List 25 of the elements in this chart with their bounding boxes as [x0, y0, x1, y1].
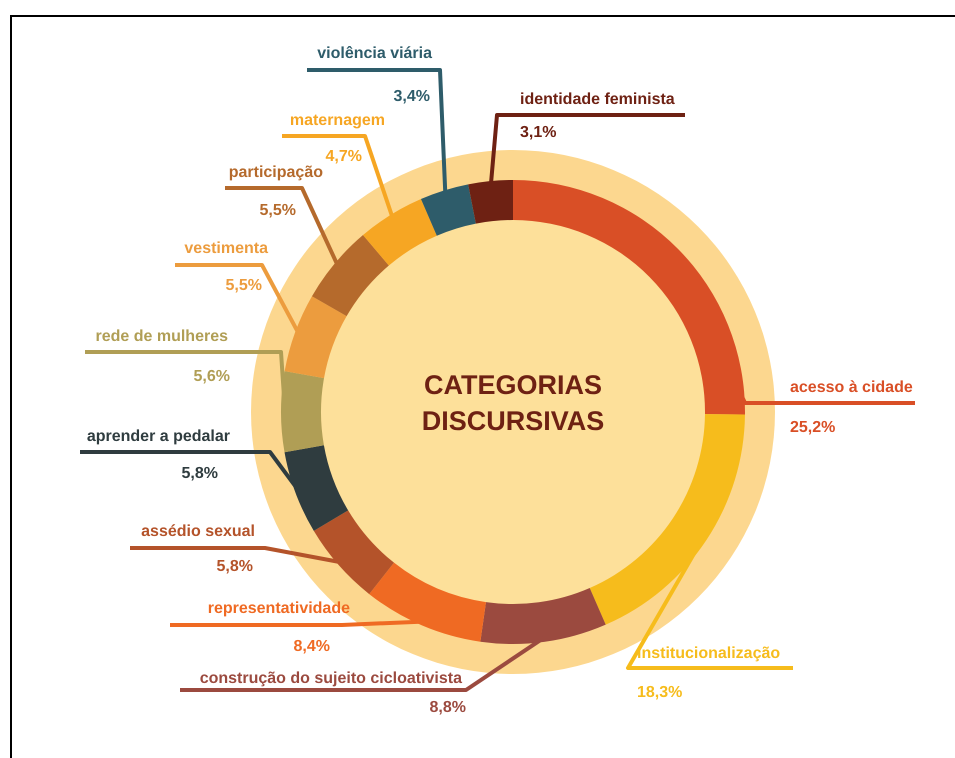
slice-label: violência viária [317, 45, 432, 62]
slice-label: institucionalização [637, 645, 780, 662]
data-label: 25,2% [790, 419, 836, 436]
data-label: 5,5% [260, 202, 296, 219]
data-label: 18,3% [637, 684, 682, 701]
slice-label: assédio sexual [141, 523, 255, 540]
data-label: 3,4% [394, 88, 430, 105]
slice-label: construção do sujeito cicloativista [200, 670, 462, 687]
slice-label: representatividade [208, 600, 350, 617]
slice-label: rede de mulheres [96, 328, 228, 345]
slice-label: vestimenta [184, 240, 268, 257]
slice-label: aprender a pedalar [86, 428, 230, 445]
data-label: 5,8% [216, 558, 253, 575]
data-label: 5,5% [226, 277, 262, 294]
data-label: 3,1% [520, 124, 556, 141]
data-label: 8,4% [294, 638, 330, 655]
slice-label: acesso à cidade [790, 379, 913, 396]
data-label: 5,8% [182, 465, 218, 482]
slice-label: maternagem [290, 112, 385, 129]
slice-label: participação [228, 164, 324, 181]
data-label: 4,7% [326, 148, 362, 165]
data-label: 8,8% [430, 699, 466, 716]
text: CATEGORIAS DISCURSIVAS [422, 370, 604, 436]
data-label: 5,6% [194, 368, 230, 385]
slice-label: identidade feminista [520, 91, 675, 108]
